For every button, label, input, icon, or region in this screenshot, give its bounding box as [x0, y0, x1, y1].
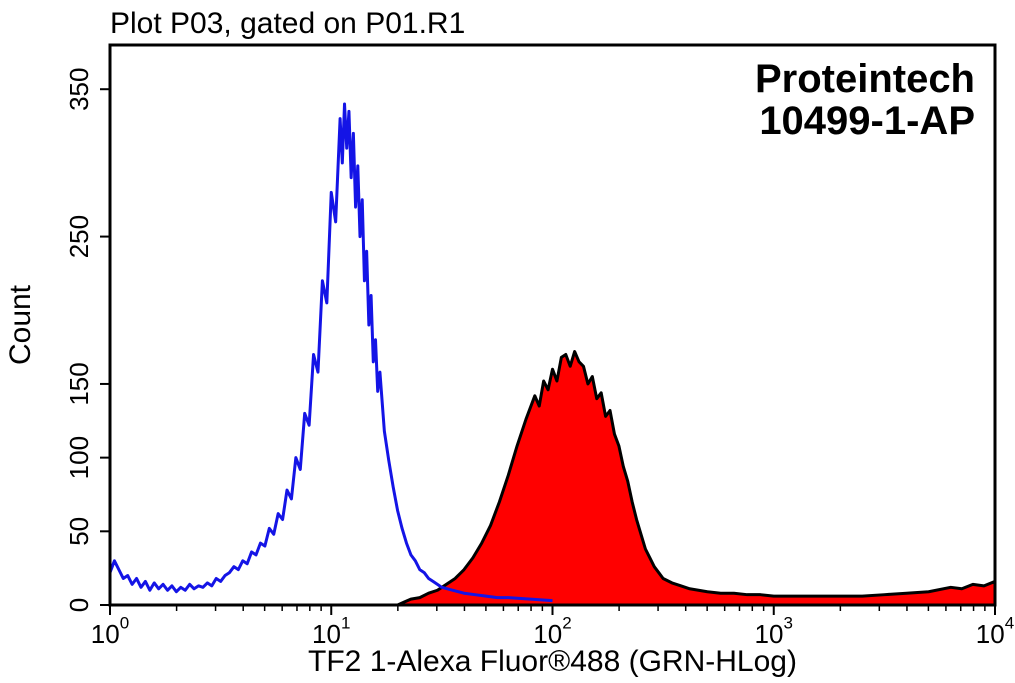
svg-text:50: 50 — [64, 517, 94, 546]
svg-text:250: 250 — [64, 215, 94, 258]
svg-text:350: 350 — [64, 68, 94, 111]
flow-cytometry-histogram: Plot P03, gated on P01.R1100101102103104… — [0, 0, 1015, 683]
svg-text:TF2 1-Alexa Fluor®488 (GRN-HLo: TF2 1-Alexa Fluor®488 (GRN-HLog) — [308, 645, 797, 678]
svg-text:150: 150 — [64, 362, 94, 405]
svg-text:0: 0 — [64, 598, 94, 612]
annotation-line1: Proteintech — [755, 58, 975, 100]
svg-text:100: 100 — [64, 436, 94, 479]
annotation-line2: 10499-1-AP — [755, 100, 975, 142]
brand-annotation: Proteintech 10499-1-AP — [755, 58, 975, 142]
svg-text:Plot P03, gated on P01.R1: Plot P03, gated on P01.R1 — [110, 7, 465, 40]
svg-text:Count: Count — [4, 284, 37, 365]
